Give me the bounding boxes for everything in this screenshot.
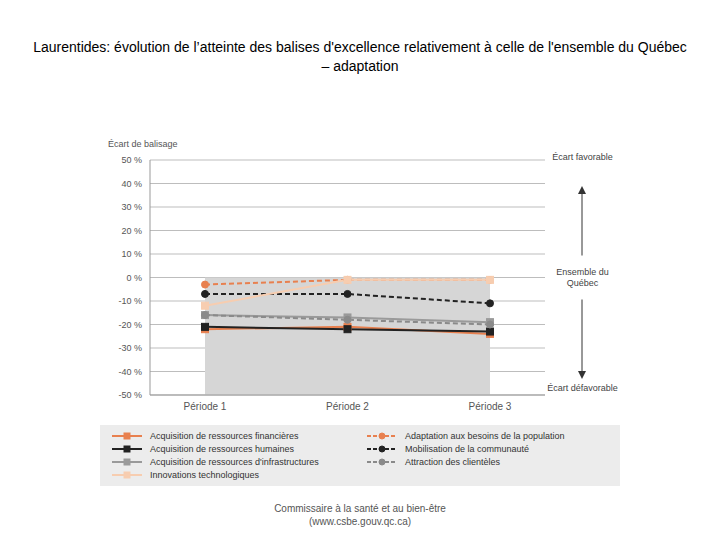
html-text:Ensemble du Québec: Ensemble du Québec <box>556 266 609 288</box>
svg-text:Période 3: Période 3 <box>469 401 512 412</box>
html-text:Écart favorable: Écart favorable <box>552 152 613 162</box>
svg-text:0 %: 0 % <box>126 273 142 283</box>
svg-text:10 %: 10 % <box>121 249 142 259</box>
html-text:Écart défavorable: Écart défavorable <box>547 383 618 393</box>
html-text:Laurentides: évolution de l’at: Laurentides: évolution de l’atteinte des… <box>33 39 687 74</box>
html-text:Innovations technologiques: Innovations technologiques <box>150 470 260 480</box>
svg-text:Période 2: Période 2 <box>326 401 369 412</box>
svg-text:40 %: 40 % <box>121 179 142 189</box>
html-text:Acquisition de ressources fina: Acquisition de ressources financières <box>150 431 299 441</box>
html-text:Commissaire à la santé et au b: Commissaire à la santé et au bien-être <box>274 503 446 514</box>
svg-text:20 %: 20 % <box>121 226 142 236</box>
svg-text:Période 1: Période 1 <box>184 401 227 412</box>
svg-text:30 %: 30 % <box>121 202 142 212</box>
svg-text:-30 %: -30 % <box>118 343 142 353</box>
html-text:Attraction des clientèles: Attraction des clientèles <box>405 457 501 467</box>
html-text:Écart de balisage: Écart de balisage <box>108 139 178 149</box>
html-text:(www.csbe.gouv.qc.ca): (www.csbe.gouv.qc.ca) <box>309 516 411 527</box>
svg-text:-10 %: -10 % <box>118 296 142 306</box>
svg-text:50 %: 50 % <box>121 155 142 165</box>
svg-text:-40 %: -40 % <box>118 367 142 377</box>
html-text:Adaptation aux besoins de la p: Adaptation aux besoins de la population <box>405 431 565 441</box>
svg-text:-20 %: -20 % <box>118 320 142 330</box>
html-text:Mobilisation de la communauté: Mobilisation de la communauté <box>405 444 530 454</box>
svg-text:-50 %: -50 % <box>118 390 142 400</box>
html-text:Acquisition de ressources huma: Acquisition de ressources humaines <box>150 444 295 454</box>
html-text:Acquisition de ressources d'in: Acquisition de ressources d'infrastructu… <box>150 457 319 467</box>
